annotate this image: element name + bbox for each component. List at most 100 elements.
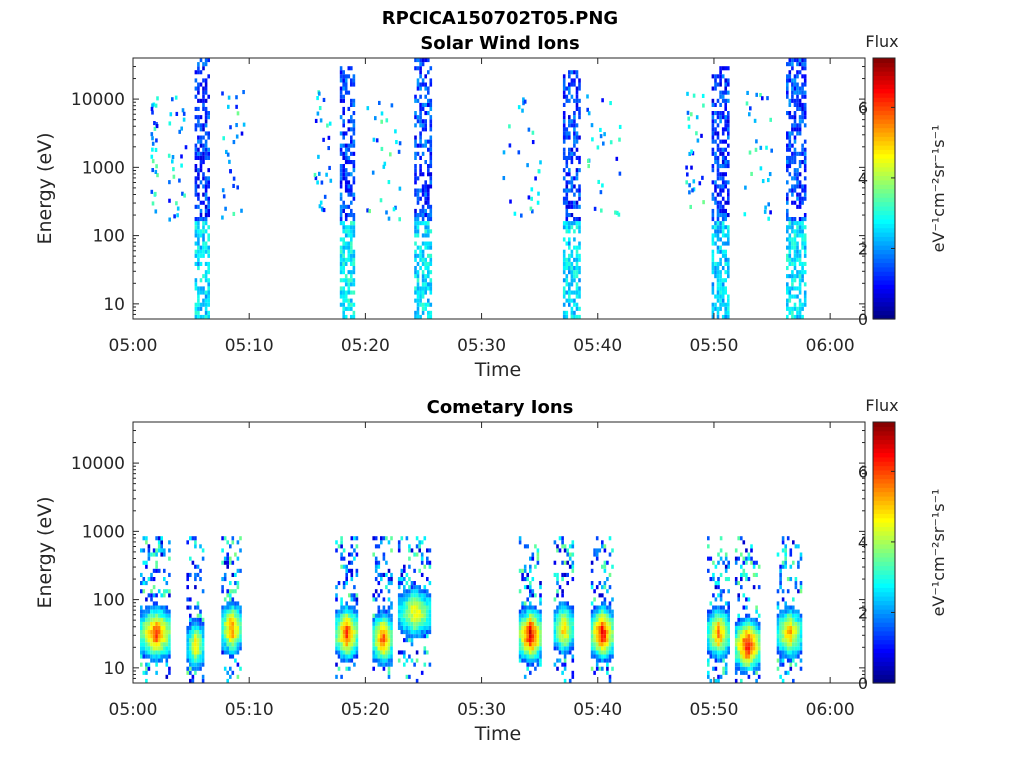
flux-cell <box>747 658 751 663</box>
flux-cell <box>339 131 343 136</box>
flux-cell <box>716 237 720 242</box>
flux-cell <box>711 314 715 319</box>
flux-cell <box>534 625 537 630</box>
flux-cell <box>147 605 151 610</box>
flux-cell <box>427 221 430 226</box>
flux-cell <box>757 674 761 679</box>
flux-cell <box>793 302 797 307</box>
flux-cell <box>350 127 353 132</box>
flux-cell <box>727 609 730 614</box>
flux-cell <box>755 625 758 630</box>
flux-cell <box>355 544 359 549</box>
flux-cell <box>724 314 727 319</box>
flux-cell <box>178 178 181 183</box>
flux-cell <box>239 646 242 651</box>
flux-cell <box>776 625 780 630</box>
flux-cell <box>796 151 799 156</box>
flux-cell <box>350 298 353 303</box>
flux-cell <box>742 642 746 647</box>
flux-cell <box>745 613 748 618</box>
flux-cell <box>573 229 576 234</box>
flux-cell <box>563 634 567 639</box>
flux-cell <box>724 180 727 185</box>
flux-cell <box>590 609 594 614</box>
flux-cell <box>796 294 799 299</box>
flux-cell <box>722 609 725 614</box>
flux-cell <box>196 638 200 643</box>
flux-cell <box>523 617 527 622</box>
flux-cell <box>197 286 200 291</box>
flux-cell <box>794 621 798 626</box>
flux-cell <box>152 638 156 643</box>
flux-cell <box>355 630 359 635</box>
flux-cell <box>796 58 799 63</box>
flux-cell <box>781 560 785 565</box>
flux-cell <box>416 119 420 124</box>
flux-cell <box>539 642 542 647</box>
flux-cell <box>523 544 527 549</box>
flux-cell <box>595 621 599 626</box>
flux-cell <box>707 634 710 639</box>
flux-cell <box>692 187 696 192</box>
flux-cell <box>339 86 343 91</box>
flux-cell <box>696 138 700 143</box>
flux-cell <box>791 294 794 299</box>
flux-cell <box>342 168 345 173</box>
flux-cell <box>716 192 720 197</box>
x-tick-label: 06:00 <box>806 336 855 356</box>
flux-cell <box>752 634 756 639</box>
flux-cell <box>421 257 425 262</box>
flux-cell <box>716 274 720 279</box>
flux-cell <box>342 241 345 246</box>
flux-cell <box>757 630 761 635</box>
flux-cell <box>239 642 242 647</box>
flux-cell <box>562 314 566 319</box>
flux-cell <box>350 208 353 213</box>
flux-cell <box>226 601 229 606</box>
flux-cell <box>575 282 579 287</box>
flux-cell <box>340 650 343 655</box>
flux-cell <box>224 206 227 211</box>
flux-cell <box>740 670 743 675</box>
flux-cell <box>421 151 425 156</box>
flux-cell <box>348 552 351 557</box>
flux-cell <box>573 257 576 262</box>
flux-cell <box>419 94 422 99</box>
flux-cell <box>750 654 753 659</box>
flux-cell <box>716 249 720 254</box>
flux-cell <box>207 253 210 258</box>
flux-cell <box>568 147 571 152</box>
flux-cell <box>793 266 797 271</box>
colorbar-segment <box>873 240 895 246</box>
flux-cell <box>204 221 208 226</box>
flux-cell <box>568 552 572 557</box>
flux-cell <box>769 117 772 122</box>
flux-cell <box>553 613 557 618</box>
flux-cell <box>419 143 422 148</box>
flux-cell <box>342 298 345 303</box>
flux-cell <box>197 253 200 258</box>
flux-cell <box>344 86 348 91</box>
flux-cell <box>561 662 564 667</box>
flux-cell <box>752 585 756 590</box>
flux-cell <box>724 650 728 655</box>
colorbar-segment <box>873 452 895 458</box>
flux-cell <box>558 585 562 590</box>
flux-cell <box>165 613 169 618</box>
colorbar-segment <box>873 236 895 242</box>
flux-cell <box>418 568 421 573</box>
flux-cell <box>799 621 803 626</box>
flux-cell <box>595 662 599 667</box>
flux-cell <box>539 160 542 165</box>
flux-cell <box>556 593 559 598</box>
flux-cell <box>414 135 417 140</box>
flux-cell <box>529 613 532 618</box>
flux-cell <box>229 630 232 635</box>
flux-cell <box>752 617 756 622</box>
flux-cell <box>529 646 532 651</box>
flux-cell <box>801 147 804 152</box>
flux-cell <box>523 613 527 618</box>
flux-cell <box>573 266 576 271</box>
flux-cell <box>204 115 208 120</box>
colorbar-segment <box>873 635 895 641</box>
